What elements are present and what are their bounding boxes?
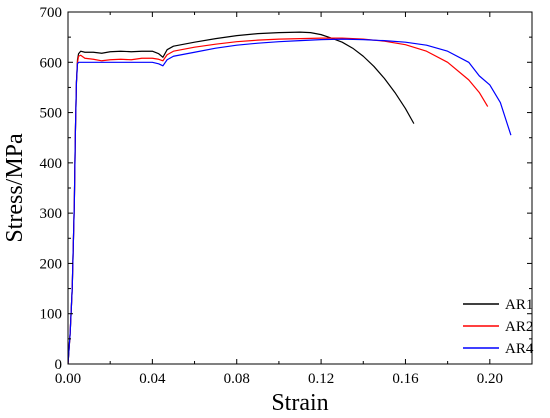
x-tick-label: 0.00 bbox=[55, 371, 81, 387]
y-tick-label: 200 bbox=[40, 256, 63, 272]
x-tick-label: 0.20 bbox=[477, 371, 503, 387]
y-tick-label: 600 bbox=[40, 55, 63, 71]
x-axis-title: Strain bbox=[271, 390, 328, 416]
x-tick-label: 0.04 bbox=[139, 371, 166, 387]
legend-label-ar2: AR2 bbox=[505, 319, 533, 335]
x-tick-label: 0.12 bbox=[308, 371, 334, 387]
y-tick-label: 700 bbox=[40, 5, 63, 21]
legend: AR1 AR2 AR4 bbox=[463, 297, 534, 357]
plot-frame bbox=[67, 11, 533, 365]
series-layer bbox=[68, 31, 512, 364]
legend-label-ar1: AR1 bbox=[505, 297, 533, 313]
y-tick-label: 300 bbox=[40, 206, 63, 222]
y-tick-label: 400 bbox=[40, 156, 63, 172]
series-line-ar2 bbox=[68, 37, 489, 364]
ticks-layer bbox=[67, 11, 532, 365]
y-tick-labels: 0 100 200 300 400 500 600 700 bbox=[40, 5, 63, 373]
legend-label-ar4: AR4 bbox=[505, 341, 534, 357]
y-axis-title: Stress/MPa bbox=[2, 133, 28, 243]
x-tick-label: 0.16 bbox=[392, 371, 419, 387]
y-tick-label: 0 bbox=[55, 357, 63, 373]
x-tick-labels: 0.00 0.04 0.08 0.12 0.16 0.20 bbox=[55, 371, 503, 387]
x-tick-label: 0.08 bbox=[224, 371, 250, 387]
series-line-ar1 bbox=[68, 31, 415, 364]
y-tick-label: 100 bbox=[40, 307, 63, 323]
series-line-ar4 bbox=[68, 38, 512, 364]
y-tick-label: 500 bbox=[40, 106, 63, 122]
